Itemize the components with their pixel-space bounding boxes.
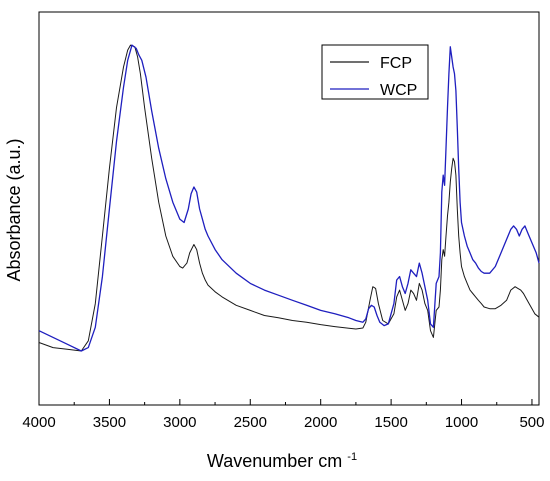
x-axis-label-superscript: -1 [347, 451, 357, 463]
x-axis-ticks [38, 399, 533, 405]
x-tick-label-2500: 2500 [234, 414, 267, 431]
x-axis-tick-labels: 4000 3500 3000 2500 2000 1500 1000 500 [22, 414, 544, 431]
y-axis-label: Absorbance (a.u.) [4, 138, 24, 281]
x-tick-label-1500: 1500 [374, 414, 407, 431]
series-layer [38, 44, 540, 352]
series-line-wcp [38, 44, 540, 352]
x-tick-label-3000: 3000 [163, 414, 196, 431]
legend: FCP WCP [321, 44, 429, 100]
x-tick-label-1000: 1000 [445, 414, 478, 431]
legend-box [321, 44, 429, 100]
x-axis-label-main: Wavenumber cm [207, 451, 342, 471]
legend-label-wcp: WCP [380, 82, 417, 99]
x-axis-label: Wavenumber cm -1 [207, 451, 357, 471]
x-tick-label-500: 500 [519, 414, 544, 431]
x-tick-label-2000: 2000 [304, 414, 337, 431]
series-line-fcp [38, 44, 540, 352]
legend-label-fcp: FCP [380, 55, 412, 72]
x-tick-label-3500: 3500 [93, 414, 126, 431]
x-tick-label-4000: 4000 [22, 414, 55, 431]
plot-frame [38, 11, 540, 406]
